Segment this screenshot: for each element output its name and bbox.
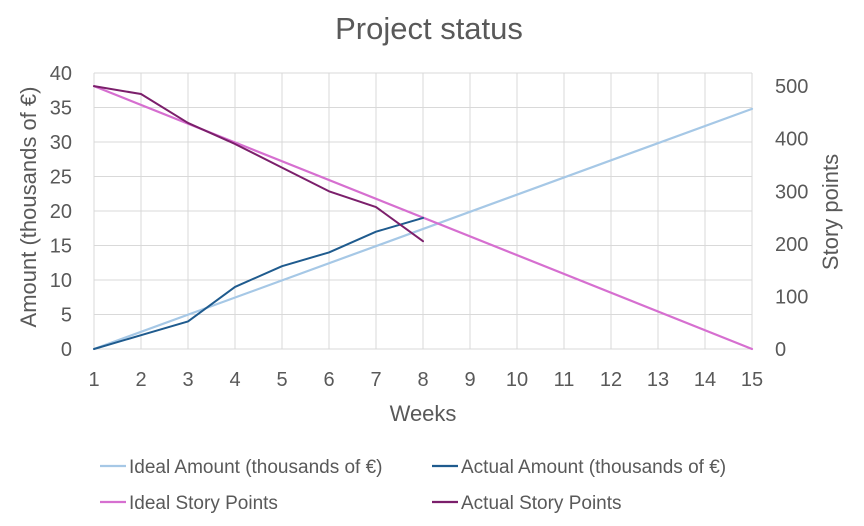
x-tick-label: 2	[135, 369, 146, 391]
legend: Ideal Amount (thousands of €) Actual Amou…	[100, 457, 726, 514]
right-tick-label: 400	[775, 129, 808, 151]
series-lines	[92, 85, 754, 351]
x-tick-label: 4	[229, 369, 240, 391]
left-tick-label: 5	[61, 305, 72, 327]
right-tick-label: 500	[775, 76, 808, 98]
right-tick-label: 200	[775, 234, 808, 256]
legend-label: Actual Amount (thousands of €)	[461, 457, 726, 478]
x-tick-label: 11	[554, 369, 575, 391]
x-tick-label: 7	[370, 369, 381, 391]
x-tick-label: 15	[741, 369, 763, 391]
x-tick-label: 5	[276, 369, 287, 391]
x-axis-label: Weeks	[390, 401, 457, 426]
left-tick-label: 20	[50, 201, 72, 223]
x-tick-label: 1	[88, 369, 99, 391]
x-tick-label: 14	[694, 369, 716, 391]
x-axis-ticks: 1 2 3 4 5 6 7 8 9 10 11 12 13 14 15	[88, 369, 763, 391]
y-axis-label-right: Story points	[818, 154, 843, 270]
left-tick-label: 35	[50, 98, 72, 120]
legend-label: Actual Story Points	[461, 493, 622, 514]
series-line-actual-story-points	[93, 85, 424, 243]
left-tick-label: 15	[50, 236, 72, 258]
x-tick-label: 6	[323, 369, 334, 391]
legend-label: Ideal Amount (thousands of €)	[129, 457, 383, 478]
series-line-actual-amount-thousands-of	[93, 216, 424, 350]
x-tick-label: 8	[417, 369, 428, 391]
left-tick-label: 0	[61, 339, 72, 361]
left-tick-label: 25	[50, 167, 72, 189]
left-axis-ticks: 0 5 10 15 20 25 30 35 40	[50, 63, 72, 361]
x-tick-label: 10	[506, 369, 528, 391]
left-tick-label: 10	[50, 270, 72, 292]
right-tick-label: 300	[775, 181, 808, 203]
right-axis-ticks: 0 100 200 300 400 500	[775, 76, 808, 361]
right-tick-label: 0	[775, 339, 786, 361]
legend-label: Ideal Story Points	[129, 493, 278, 514]
grid-lines	[93, 72, 753, 350]
left-tick-label: 30	[50, 132, 72, 154]
chart-title: Project status	[335, 11, 523, 46]
y-axis-label-left: Amount (thousands of €)	[16, 87, 41, 328]
x-tick-label: 13	[647, 369, 669, 391]
left-tick-label: 40	[50, 63, 72, 85]
x-tick-label: 9	[464, 369, 475, 391]
right-tick-label: 100	[775, 286, 808, 308]
x-tick-label: 12	[600, 369, 622, 391]
x-tick-label: 3	[182, 369, 193, 391]
